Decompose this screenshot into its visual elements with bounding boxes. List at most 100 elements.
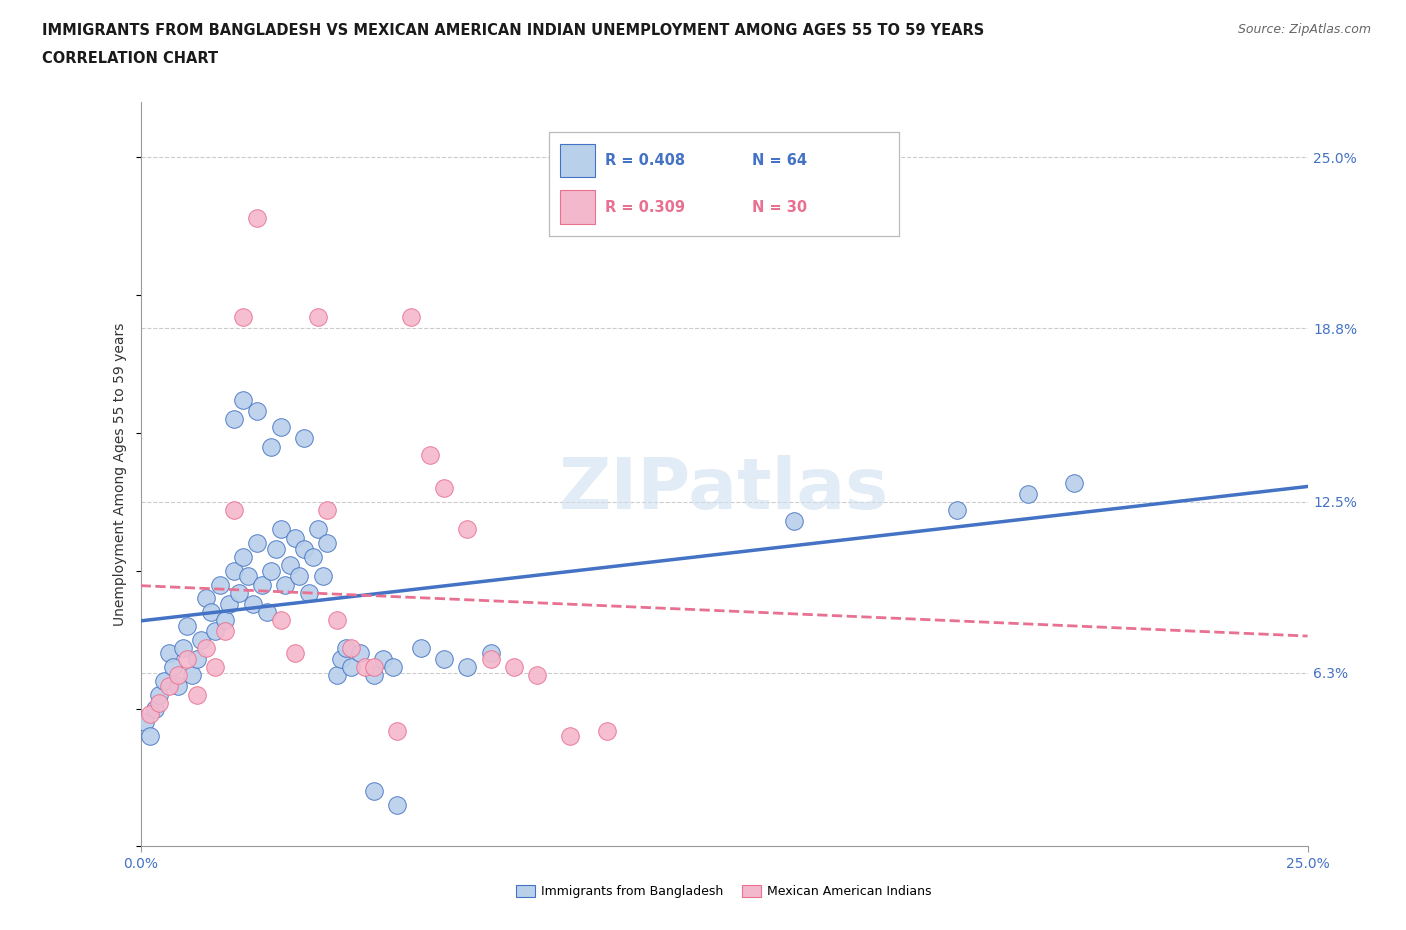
Point (264, 541, 287, 556)
Point (157, 646, 180, 661)
Point (274, 578, 297, 592)
Point (316, 503, 339, 518)
Point (176, 652, 198, 667)
Point (292, 541, 315, 556)
Point (148, 687, 170, 702)
Point (143, 701, 166, 716)
Point (503, 659, 526, 674)
Point (335, 641, 357, 656)
Point (307, 522, 329, 537)
Point (456, 522, 478, 537)
Point (204, 659, 226, 674)
Point (292, 431, 315, 445)
Point (246, 536, 269, 551)
Point (157, 679, 180, 694)
Point (232, 392, 254, 407)
Point (433, 481, 456, 496)
Point (363, 659, 385, 674)
Point (181, 668, 204, 683)
Point (176, 618, 198, 633)
Point (194, 591, 217, 605)
Text: ZIPatlas: ZIPatlas (560, 455, 889, 524)
Point (162, 659, 184, 674)
Point (284, 646, 307, 661)
Point (148, 696, 170, 711)
Point (270, 613, 292, 628)
Point (232, 550, 254, 565)
Point (1017, 486, 1039, 501)
Point (172, 641, 194, 656)
Point (401, 310, 423, 325)
Point (284, 530, 307, 545)
Point (232, 310, 254, 325)
Point (387, 724, 409, 738)
Point (479, 646, 502, 661)
Point (256, 604, 278, 619)
Y-axis label: Unemployment Among Ages 55 to 59 years: Unemployment Among Ages 55 to 59 years (114, 323, 128, 626)
Point (1063, 475, 1085, 490)
Point (270, 420, 292, 435)
Point (222, 412, 245, 427)
Point (387, 798, 409, 813)
Point (330, 652, 353, 667)
Point (246, 210, 269, 225)
Text: Source: ZipAtlas.com: Source: ZipAtlas.com (1237, 23, 1371, 36)
Point (222, 503, 245, 518)
Point (270, 522, 292, 537)
Point (419, 447, 441, 462)
Point (456, 659, 478, 674)
Point (526, 668, 548, 683)
Point (298, 585, 321, 600)
Point (339, 641, 361, 656)
Point (194, 641, 217, 656)
Point (783, 513, 806, 528)
Point (236, 569, 259, 584)
Point (208, 578, 231, 592)
Point (325, 613, 347, 628)
Point (260, 439, 283, 454)
Point (363, 784, 385, 799)
Point (325, 668, 347, 683)
Point (946, 503, 969, 518)
Point (302, 550, 325, 565)
Point (214, 624, 236, 639)
Point (363, 668, 385, 683)
Point (433, 652, 456, 667)
Point (204, 624, 226, 639)
Point (190, 632, 212, 647)
Point (186, 652, 208, 667)
Point (479, 652, 502, 667)
Point (214, 613, 236, 628)
Point (596, 724, 619, 738)
Point (288, 569, 311, 584)
Text: IMMIGRANTS FROM BANGLADESH VS MEXICAN AMERICAN INDIAN UNEMPLOYMENT AMONG AGES 55: IMMIGRANTS FROM BANGLADESH VS MEXICAN AM… (42, 23, 984, 38)
Point (167, 679, 190, 694)
Point (200, 604, 222, 619)
Point (353, 659, 375, 674)
Point (167, 668, 190, 683)
Point (186, 687, 208, 702)
Point (246, 404, 269, 418)
Point (134, 715, 156, 730)
Point (260, 564, 283, 578)
Point (307, 310, 329, 325)
Point (409, 641, 432, 656)
Point (242, 596, 264, 611)
Text: CORRELATION CHART: CORRELATION CHART (42, 51, 218, 66)
Point (339, 659, 361, 674)
Legend: Immigrants from Bangladesh, Mexican American Indians: Immigrants from Bangladesh, Mexican Amer… (512, 881, 936, 903)
Point (381, 659, 404, 674)
Point (373, 652, 395, 667)
Point (228, 585, 250, 600)
Point (278, 558, 301, 573)
Point (222, 564, 245, 578)
Point (349, 646, 371, 661)
Point (139, 728, 162, 743)
Point (153, 673, 176, 688)
Point (316, 536, 339, 551)
Point (218, 596, 240, 611)
Point (139, 707, 162, 722)
Point (558, 728, 581, 743)
Point (311, 569, 333, 584)
Point (250, 578, 273, 592)
